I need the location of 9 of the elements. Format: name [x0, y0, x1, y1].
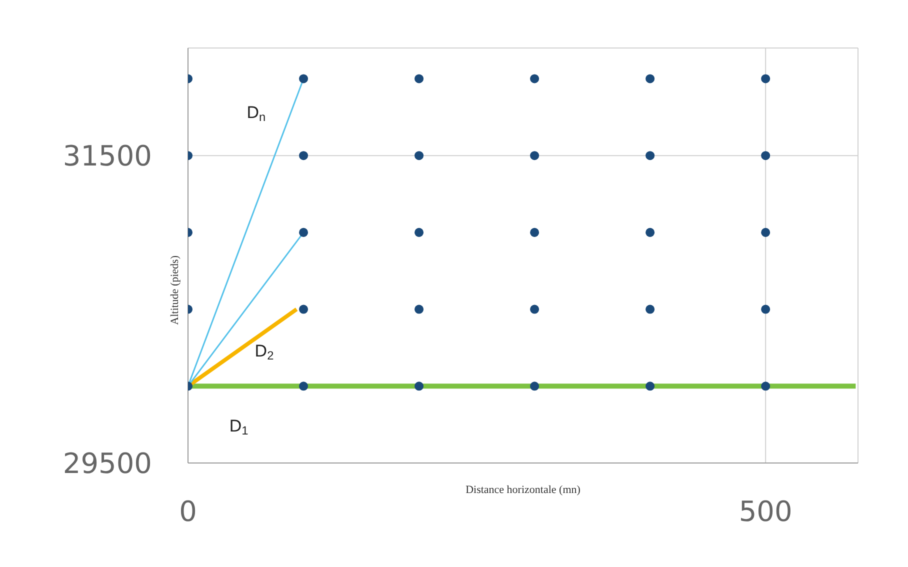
y-tick-label: 31500	[62, 140, 152, 173]
annotation: D$_{1}$	[229, 417, 249, 438]
y-tick-label: 29500	[62, 446, 152, 480]
annotation: D$_{n}$	[246, 104, 266, 124]
y-axis-title: Altitude (pieds)	[168, 255, 181, 325]
x-tick-label: 0	[179, 494, 197, 528]
x-tick-label: 500	[738, 494, 792, 528]
x-axis-title: Distance horizontale (mn)	[466, 484, 581, 496]
annotation: D$_{2}$	[254, 342, 274, 362]
